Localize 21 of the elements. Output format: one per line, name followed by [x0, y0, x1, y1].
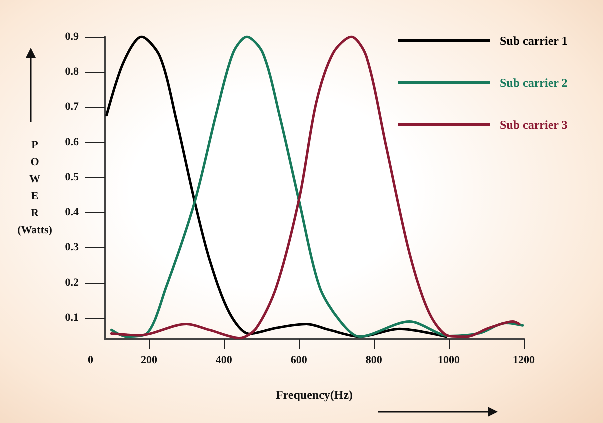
y-tick-label: 0.7	[65, 101, 80, 114]
y-tick-label: 0.4	[65, 206, 80, 219]
y-tick-label: 0.6	[65, 136, 80, 148]
y-tick-label: 0.2	[65, 276, 80, 289]
x-axis-title: Frequency(Hz)	[276, 388, 354, 402]
text: Sub carrier 3	[500, 118, 568, 132]
y-tick-label: 0.1	[65, 312, 79, 324]
x-tick-label: 200	[140, 354, 158, 366]
text: Sub carrier 2	[500, 76, 568, 90]
x-tick-label: 400	[216, 354, 233, 366]
text: Sub carrier 1	[500, 34, 568, 48]
y-tick-label: 0.5	[65, 171, 80, 184]
y-tick-label: 0.8	[65, 66, 80, 78]
x-tick-label: 1000	[438, 354, 461, 366]
text: 0	[88, 354, 94, 366]
y-axis-title: POWER (Watts)	[18, 140, 53, 236]
x-tick-label: 600	[290, 354, 308, 366]
x-tick-label: 1200	[513, 354, 536, 366]
y-tick-label: 0.9	[65, 31, 80, 43]
x-tick-label: 800	[366, 354, 383, 366]
y-tick-label: 0.3	[65, 242, 80, 254]
